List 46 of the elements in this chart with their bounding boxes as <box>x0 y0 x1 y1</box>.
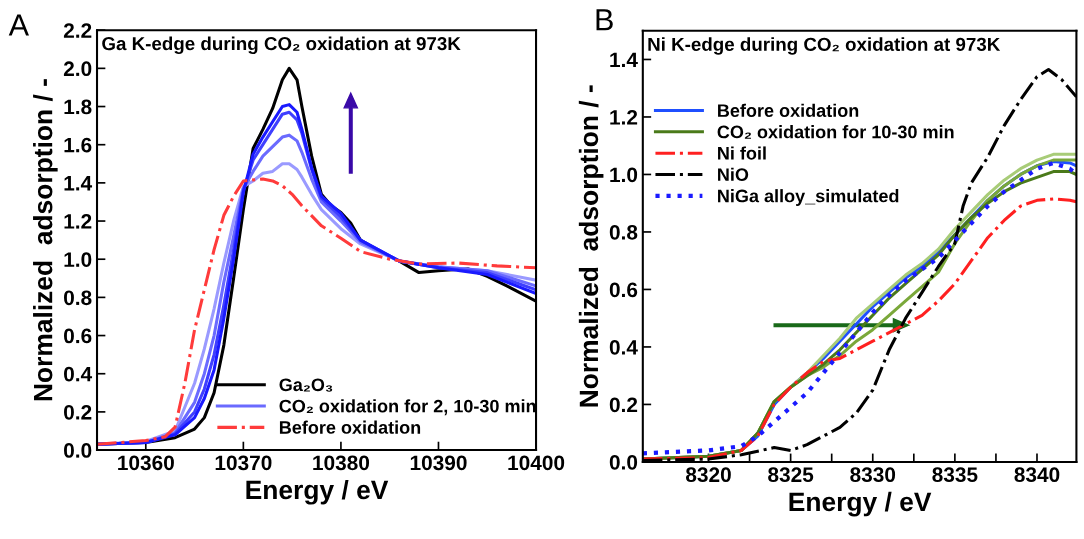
text: B <box>596 9 613 31</box>
x-tick-label: 8325 <box>768 467 814 483</box>
x-tick-label: 8335 <box>932 467 978 483</box>
y-tick-label: 1.6 <box>64 137 92 153</box>
y-tick-label: 0.0 <box>609 454 638 470</box>
y-tick-label: 0.4 <box>609 339 638 355</box>
y-tick-label: 1.0 <box>610 167 638 183</box>
legend-label: Ga₂O₃ <box>279 378 333 392</box>
legend-label: CO₂ oxidation for 10-30 min <box>717 125 954 139</box>
y-axis-title: Normalized adsorption / - <box>33 79 58 401</box>
legend-label: Ni foil <box>718 146 766 160</box>
x-axis-title: Energy / eV <box>789 491 932 517</box>
y-tick-label: 0.6 <box>609 282 638 298</box>
y-tick-label: 1.4 <box>64 176 93 191</box>
y-tick-label: 0.8 <box>609 224 638 240</box>
y-tick-label: 0.2 <box>64 404 92 420</box>
y-tick-label: 0.6 <box>64 328 92 344</box>
legend-label: Before oxidation <box>279 420 421 434</box>
y-tick-label: 0.8 <box>64 290 92 306</box>
y-tick-label: 0.0 <box>64 443 92 458</box>
legend-label: NiO <box>718 167 749 182</box>
y-axis-title: Normalized adsorption / - <box>578 85 604 407</box>
text: A <box>8 14 29 36</box>
x-tick-label: 8330 <box>850 467 896 483</box>
x-tick-label: 10380 <box>313 455 370 471</box>
y-tick-label: 0.4 <box>64 366 93 382</box>
x-tick-label: 10400 <box>508 455 565 471</box>
y-tick-label: 1.8 <box>64 99 92 115</box>
x-tick-label: 10360 <box>118 455 174 471</box>
x-tick-label: 10390 <box>410 455 467 471</box>
y-tick-label: 2.2 <box>63 23 92 38</box>
y-tick-label: 1.2 <box>610 109 638 125</box>
y-tick-label: 0.2 <box>609 397 638 413</box>
chart-title: Ni K-edge during CO₂ oxidation at 973K <box>648 37 1001 55</box>
y-tick-label: 1.4 <box>610 52 638 68</box>
chart-title: Ga K-edge during CO₂ oxidation at 973K <box>102 36 461 55</box>
x-tick-label: 8340 <box>1014 467 1060 483</box>
x-tick-label: 10370 <box>215 455 272 471</box>
legend-label: Before oxidation <box>718 103 859 117</box>
legend-label: NiGa alloy_simulated <box>718 189 899 206</box>
y-tick-label: 1.2 <box>64 214 92 229</box>
x-axis-title: Energy / eV <box>246 479 389 505</box>
y-tick-label: 2.0 <box>63 61 92 77</box>
legend-label: CO₂ oxidation for 2, 10-30 min <box>279 399 536 416</box>
x-tick-label: 8320 <box>686 467 731 483</box>
y-tick-label: 1.0 <box>64 252 92 267</box>
